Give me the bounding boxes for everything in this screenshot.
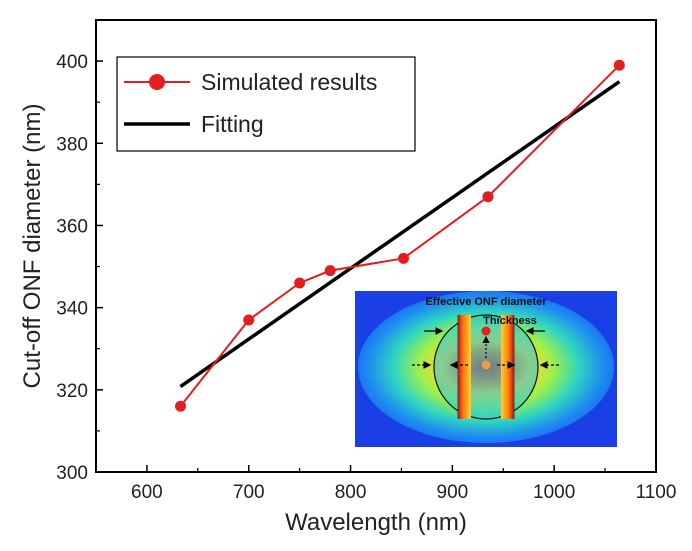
data-point-simulated [294,277,306,289]
x-tick-label: 600 [131,482,163,503]
inset-label-diameter: Effective ONF diameter [425,296,547,308]
data-point-simulated [397,252,409,264]
x-axis-ticks: 600 700 800 900 1000 1100 [95,465,677,503]
y-tick-label: 300 [56,463,88,484]
y-axis-ticks: 300 320 340 360 380 400 [56,19,103,484]
plot-frame [95,19,657,473]
x-tick-label: 700 [233,482,265,503]
inset-label-thickness: Thickness [483,315,537,327]
y-tick-label: 320 [56,381,88,402]
data-point-simulated [613,59,625,71]
y-axis-title: Cut-off ONF diameter (nm) [19,104,46,389]
y-tick-label: 340 [56,299,88,320]
x-tick-label: 900 [437,482,469,503]
legend-box [116,56,416,152]
x-axis-title: Wavelength (nm) [285,509,467,536]
data-point-simulated [482,191,494,203]
data-point-simulated [243,314,255,326]
x-tick-label: 1100 [636,482,677,503]
data-point-simulated [175,400,187,412]
inset-orange-dot [481,360,491,370]
inset-slab-left [458,315,471,419]
legend: Simulated results Fitting [116,56,416,152]
x-tick-label: 800 [335,482,367,503]
inset-red-dot [481,326,491,336]
data-point-simulated [324,265,336,277]
y-tick-label: 380 [56,134,88,155]
inset-slab-right [501,315,514,419]
series-line-fitting [179,80,621,388]
y-tick-label: 360 [56,216,88,237]
legend-label-fitting: Fitting [201,111,264,137]
legend-label-simulated: Simulated results [201,69,377,95]
y-tick-label: 400 [56,52,88,73]
x-tick-label: 1000 [533,482,575,503]
inset-figure: Effective ONF diameter Thickness [355,291,617,447]
legend-marker-simulated [149,74,165,90]
